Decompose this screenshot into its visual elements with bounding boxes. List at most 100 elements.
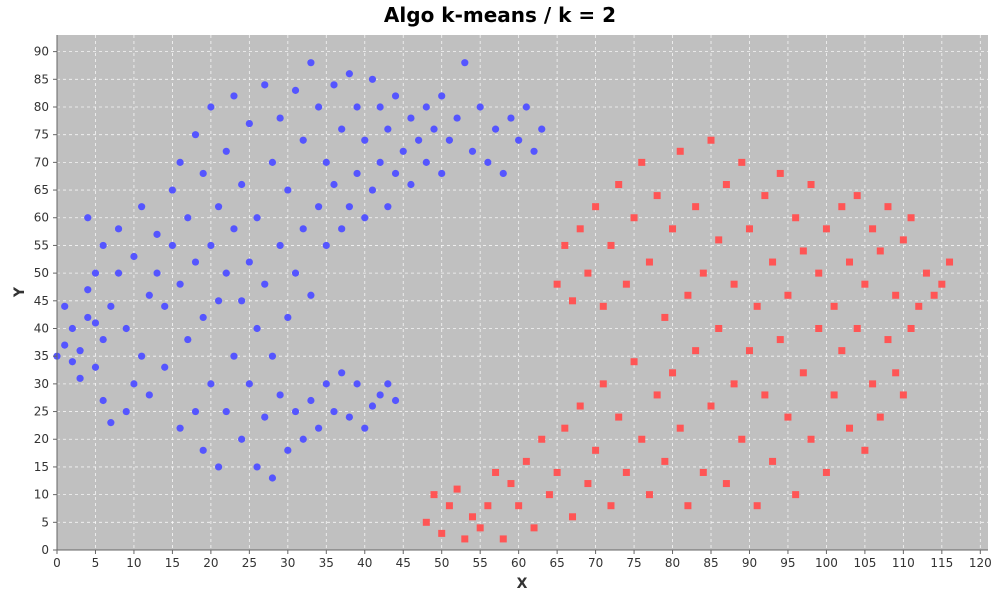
data-point [553,280,561,288]
data-point [376,103,384,111]
data-point [730,280,738,288]
data-point [245,120,253,128]
x-tick-label: 105 [853,556,876,570]
data-point [692,203,700,211]
data-point [368,402,377,410]
data-point [253,214,261,222]
data-point [676,147,684,155]
data-point [653,391,661,399]
data-point [307,291,315,299]
data-point [507,480,515,488]
data-point [561,424,569,432]
data-point [130,252,138,261]
data-point [538,435,546,443]
data-point [238,297,246,305]
data-point [222,147,230,155]
data-point [607,502,615,510]
data-points [53,59,954,543]
data-point [661,313,669,321]
data-point [630,214,638,222]
data-point [761,192,769,200]
data-point [876,413,884,421]
x-tick-label: 25 [242,556,257,570]
y-tick-label: 45 [34,294,49,308]
data-point [907,214,915,222]
data-point [938,280,946,288]
x-tick-label: 60 [511,556,526,570]
data-point [245,258,253,266]
data-point [807,435,815,443]
data-point [199,446,207,454]
data-point [338,225,346,233]
data-point [191,258,200,266]
x-tick-label: 0 [53,556,61,570]
data-point [322,380,330,388]
x-tick-label: 90 [742,556,757,570]
data-point [338,125,346,133]
data-point [307,396,315,405]
data-point [722,181,730,189]
x-tick-label: 35 [319,556,334,570]
data-point [61,302,69,310]
data-point [499,535,507,543]
data-point [191,407,200,416]
data-point [230,352,238,360]
y-tick-label: 50 [34,266,49,280]
x-tick-label: 50 [434,556,449,570]
data-point [599,302,607,310]
data-point [492,468,500,476]
data-point [584,480,592,488]
data-point [138,203,146,211]
data-point [430,491,438,499]
data-point [468,147,477,155]
data-point [599,380,607,388]
data-point [353,380,361,388]
data-point [722,480,730,488]
data-point [291,407,300,416]
data-point [99,335,107,344]
y-tick-label: 65 [34,183,49,197]
data-point [468,513,476,521]
data-point [114,225,123,233]
data-point [622,468,630,476]
data-point [715,324,723,332]
data-point [438,529,446,537]
data-point [699,468,707,476]
data-point [199,313,207,322]
data-point [291,86,300,94]
data-point [276,391,284,399]
data-point [214,203,223,211]
series-1 [422,136,954,543]
data-point [76,374,84,382]
grid [56,35,988,551]
x-tick-label: 70 [588,556,603,570]
x-tick-label: 15 [165,556,180,570]
data-point [84,313,92,322]
data-point [230,225,238,233]
data-point [453,114,461,122]
data-point [276,241,284,250]
data-point [807,181,815,189]
x-tick-label: 115 [930,556,953,570]
plot-area [57,35,988,550]
data-point [230,92,238,100]
data-point [68,324,76,333]
data-point [445,136,454,144]
data-point [507,114,515,122]
data-point [161,302,169,310]
data-point [607,241,615,249]
data-point [853,324,861,332]
data-point [930,291,938,299]
y-tick-label: 70 [34,155,49,169]
data-point [130,380,138,388]
data-point [276,114,284,122]
data-point [499,169,507,178]
data-point [491,125,500,133]
data-point [184,335,192,344]
data-point [561,241,569,249]
data-point [438,169,446,178]
data-point [184,214,192,222]
data-point [153,269,161,277]
data-point [799,369,807,377]
